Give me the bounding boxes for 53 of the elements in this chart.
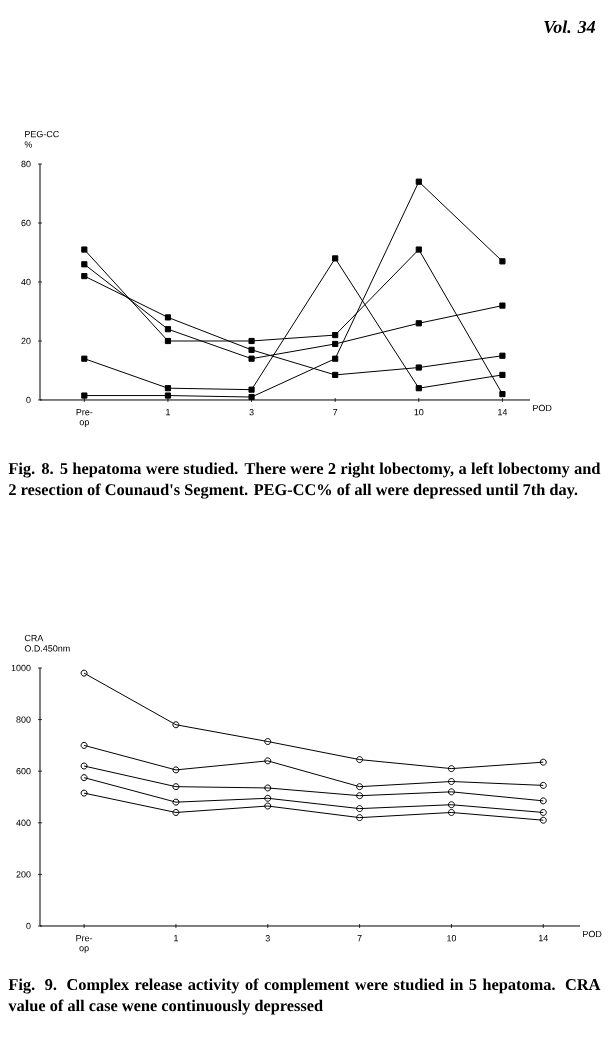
point bbox=[172, 783, 180, 791]
point bbox=[447, 808, 455, 816]
point bbox=[248, 337, 255, 345]
point bbox=[264, 738, 272, 745]
text: Vol. 34 bbox=[544, 20, 596, 34]
point bbox=[447, 778, 455, 785]
point bbox=[164, 314, 172, 321]
point bbox=[499, 302, 506, 309]
point bbox=[356, 814, 364, 822]
point bbox=[164, 337, 172, 345]
point bbox=[164, 385, 172, 392]
point bbox=[447, 788, 455, 796]
point bbox=[356, 783, 364, 791]
point bbox=[356, 756, 364, 764]
point bbox=[81, 246, 88, 253]
point bbox=[415, 385, 422, 392]
point bbox=[172, 808, 180, 816]
point bbox=[356, 805, 364, 813]
point bbox=[356, 792, 364, 800]
point bbox=[332, 331, 339, 339]
point bbox=[499, 371, 506, 378]
point bbox=[499, 352, 506, 359]
caption: Fig. 8. 5 hepatoma were studied. There were 2 right lobectomy, a left lobectomy and 2 resection of Counaud's Segment. PEG-CC% of all were depressed until 7th day. bbox=[8, 462, 601, 499]
point bbox=[248, 346, 255, 353]
point bbox=[332, 340, 339, 348]
point bbox=[164, 326, 172, 333]
point bbox=[248, 355, 255, 362]
point bbox=[172, 798, 180, 806]
point bbox=[248, 393, 255, 401]
point bbox=[264, 784, 272, 792]
point bbox=[447, 801, 455, 809]
point bbox=[81, 273, 88, 280]
point bbox=[264, 794, 272, 802]
point bbox=[172, 766, 180, 774]
point bbox=[415, 246, 422, 253]
point bbox=[499, 390, 506, 398]
point bbox=[248, 386, 255, 393]
point bbox=[164, 392, 172, 399]
point bbox=[447, 765, 455, 773]
point bbox=[81, 355, 88, 362]
point bbox=[332, 255, 339, 262]
caption: Fig. 9. Complex release activity of complement were studied in 5 hepatoma. CRA value of all case wene continuously depressed bbox=[8, 978, 601, 1015]
point bbox=[81, 261, 88, 268]
point bbox=[81, 392, 88, 399]
point bbox=[415, 364, 422, 371]
point bbox=[264, 802, 272, 810]
point bbox=[415, 320, 422, 327]
point bbox=[332, 371, 339, 378]
point bbox=[264, 757, 272, 765]
point bbox=[415, 178, 422, 185]
point bbox=[172, 721, 180, 729]
point bbox=[499, 258, 506, 265]
point bbox=[332, 355, 339, 362]
